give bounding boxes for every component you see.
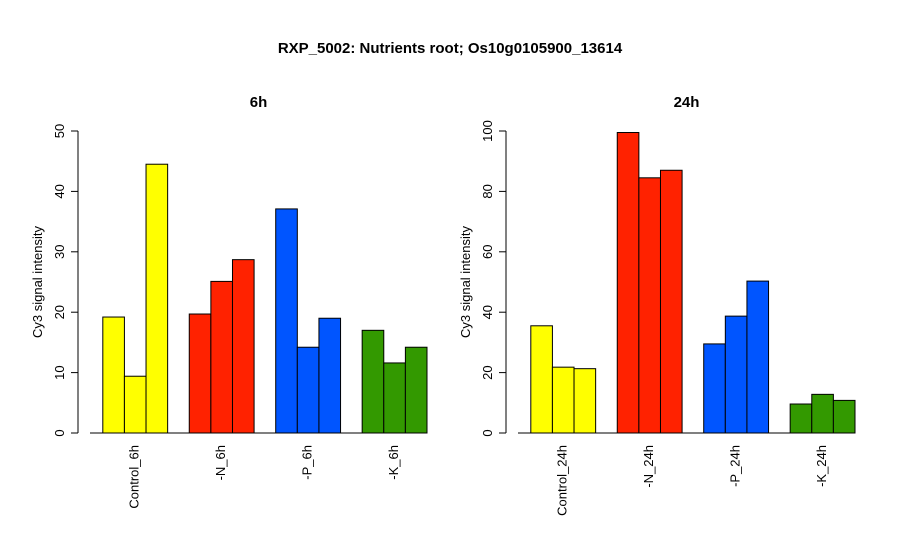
x-tick-label: -N_6h (213, 445, 228, 480)
y-tick-label: 50 (52, 124, 67, 138)
y-tick-label: 80 (480, 184, 495, 198)
bar--K_6h-1 (361, 329, 385, 434)
bar--N_6h-1 (188, 313, 212, 434)
bar--P_6h-2 (296, 346, 320, 434)
bar--N_24h-3 (659, 169, 683, 434)
bar-Control_6h-3 (145, 163, 169, 434)
chart-panels: 6h Cy3 signal intensity Control_6h -N_6h -P_… (30, 94, 856, 516)
chart-panel-2: 24h Cy3 signal intensity Control_24h -N_24h… (458, 94, 856, 516)
bar--K_24h-3 (832, 399, 856, 434)
bar--N_6h-2 (210, 280, 233, 434)
bar--N_24h-1 (616, 132, 640, 434)
x-tick-label: -P_24h (728, 445, 743, 487)
x-tick-label: -N_24h (641, 445, 656, 488)
bar-Control_24h-3 (573, 368, 597, 434)
y-tick-label: 10 (52, 365, 67, 379)
y-axis-label: Cy3 signal intensity (458, 226, 473, 338)
bar--P_24h-2 (724, 315, 748, 434)
bar--P_24h-1 (703, 343, 726, 434)
y-tick-label: 100 (480, 120, 495, 142)
panel-title: 24h (674, 94, 700, 111)
panel-title: 6h (250, 94, 268, 111)
x-tick-label: -P_6h (300, 445, 315, 480)
y-tick-label: 20 (52, 305, 67, 319)
bar--P_24h-3 (746, 280, 770, 434)
y-tick-label: 0 (480, 429, 495, 436)
bar--K_6h-3 (404, 346, 428, 434)
x-tick-label: Control_24h (555, 445, 570, 516)
bar-Control_6h-2 (123, 375, 147, 434)
y-tick-label: 0 (52, 429, 67, 436)
bar-Control_24h-1 (530, 325, 553, 434)
x-tick-label: Control_6h (127, 445, 142, 509)
y-tick-label: 40 (480, 305, 495, 319)
chart-panel-1: 6h Cy3 signal intensity Control_6h -N_6h -P_… (30, 94, 428, 509)
bar--P_6h-3 (318, 317, 342, 434)
y-axis-label: Cy3 signal intensity (30, 226, 45, 338)
bar--K_24h-1 (789, 403, 813, 434)
y-tick-label: 40 (52, 184, 67, 198)
bar--N_24h-2 (638, 177, 661, 434)
bar-Control_24h-2 (551, 366, 575, 434)
bar--K_24h-2 (811, 393, 834, 434)
bar--N_6h-3 (231, 259, 255, 434)
x-tick-label: -K_6h (386, 445, 401, 480)
bar--P_6h-1 (275, 208, 298, 434)
y-tick-label: 20 (480, 365, 495, 379)
bar--K_6h-2 (383, 362, 406, 434)
x-tick-label: -K_24h (814, 445, 829, 487)
y-tick-label: 60 (480, 245, 495, 259)
y-tick-label: 30 (52, 245, 67, 259)
figure-title: RXP_5002: Nutrients root; Os10g0105900_1… (278, 40, 623, 57)
bar-Control_6h-1 (102, 316, 125, 434)
